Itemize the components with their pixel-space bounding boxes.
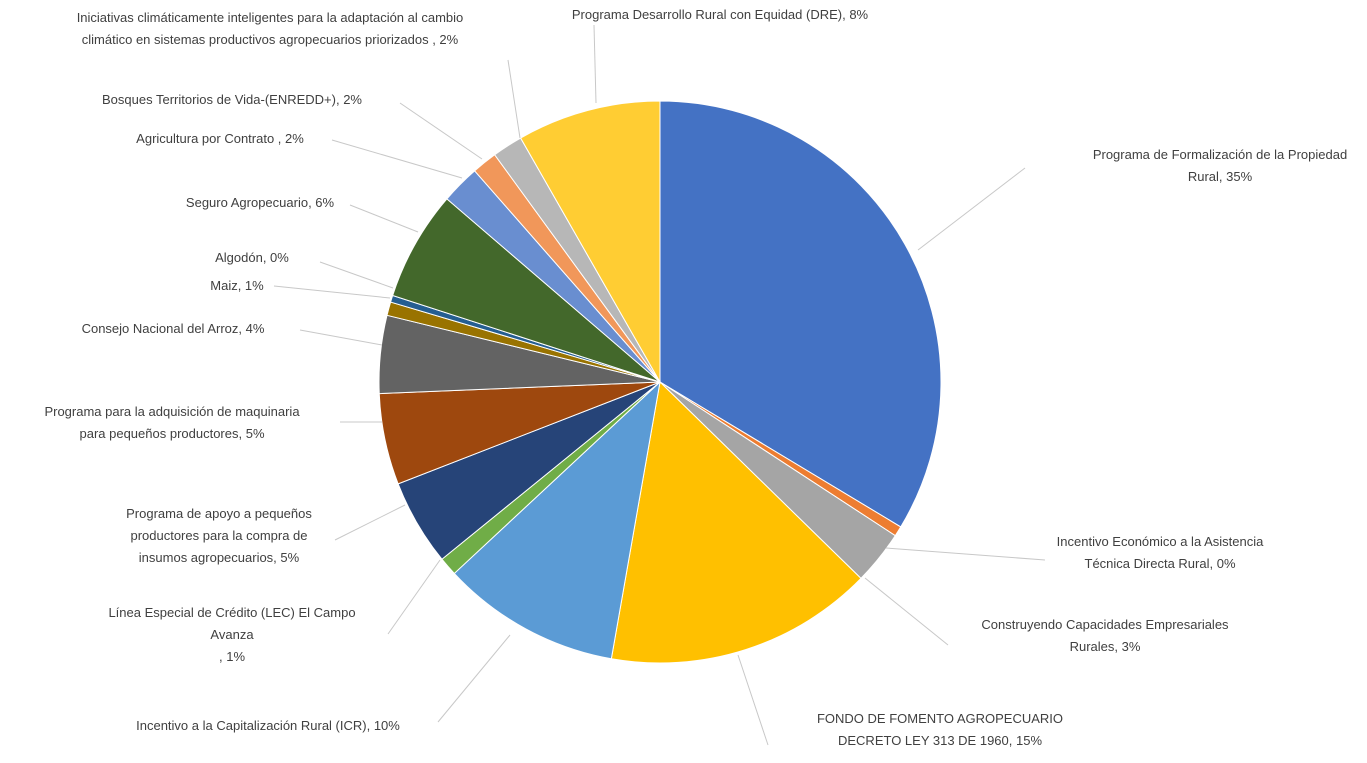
slice-data-label: Seguro Agropecuario, 6% <box>186 195 335 210</box>
slice-label-line: Línea Especial de Crédito (LEC) El Campo <box>108 605 355 620</box>
pie-slices <box>378 100 942 664</box>
slice-data-label: Agricultura por Contrato , 2% <box>136 131 304 146</box>
leader-line <box>387 559 441 635</box>
slice-label-line: Técnica Directa Rural, 0% <box>1085 556 1236 571</box>
slice-label-line: Algodón, 0% <box>215 250 289 265</box>
slice-label-line: Bosques Territorios de Vida-(ENREDD+), 2… <box>102 92 362 107</box>
slice-data-label: Línea Especial de Crédito (LEC) El Campo… <box>108 605 355 664</box>
slice-label-line: Maiz, 1% <box>210 278 264 293</box>
leader-line <box>885 547 1046 561</box>
slice-label-line: Iniciativas climáticamente inteligentes … <box>77 10 464 25</box>
leader-line <box>299 329 383 346</box>
slice-data-label: Programa de Formalización de la Propieda… <box>1093 147 1347 184</box>
slice-label-line: Agricultura por Contrato , 2% <box>136 131 304 146</box>
slice-label-line: , 1% <box>219 649 245 664</box>
pie-slice <box>453 380 661 660</box>
data-labels: Programa de Formalización de la Propieda… <box>44 7 1347 748</box>
slice-label-line: Incentivo a la Capitalización Rural (ICR… <box>136 718 400 733</box>
slice-data-label: Programa Desarrollo Rural con Equidad (D… <box>572 7 869 22</box>
slice-data-label: Incentivo a la Capitalización Rural (ICR… <box>136 718 400 733</box>
slice-label-line: Rural, 35% <box>1188 169 1253 184</box>
slice-data-label: Programa para la adquisición de maquinar… <box>44 404 300 441</box>
leader-line <box>437 634 511 723</box>
slice-data-label: Maiz, 1% <box>210 278 264 293</box>
leader-lines <box>273 24 1046 746</box>
slice-data-label: Algodón, 0% <box>215 250 289 265</box>
pie-slice <box>610 380 862 664</box>
slice-data-label: Consejo Nacional del Arroz, 4% <box>82 321 265 336</box>
slice-label-line: Programa de Formalización de la Propieda… <box>1093 147 1347 162</box>
slice-label-line: Construyendo Capacidades Empresariales <box>981 617 1229 632</box>
slice-label-line: Rurales, 3% <box>1070 639 1141 654</box>
slice-label-line: insumos agropecuarios, 5% <box>139 550 300 565</box>
slice-data-label: FONDO DE FOMENTO AGROPECUARIO DECRETO LEY… <box>817 711 1063 748</box>
slice-data-label: Iniciativas climáticamente inteligentes … <box>77 10 464 47</box>
pie-slice <box>519 100 661 384</box>
slice-label-line: Programa Desarrollo Rural con Equidad (D… <box>572 7 869 22</box>
leader-line <box>273 285 391 299</box>
slice-label-line: para pequeños productores, 5% <box>79 426 264 441</box>
slice-label-line: productores para la compra de <box>130 528 307 543</box>
leader-line <box>593 24 597 104</box>
pie-slice <box>659 100 942 528</box>
slice-label-line: FONDO DE FOMENTO AGROPECUARIO <box>817 711 1063 726</box>
slice-data-label: Programa de apoyo a pequeños productores … <box>126 506 312 565</box>
slice-label-line: Programa de apoyo a pequeños <box>126 506 312 521</box>
slice-label-line: Avanza <box>210 627 254 642</box>
slice-label-line: Consejo Nacional del Arroz, 4% <box>82 321 265 336</box>
leader-line <box>334 504 406 541</box>
leader-line <box>399 102 483 160</box>
leader-line <box>319 261 394 289</box>
slice-label-line: climático en sistemas productivos agrope… <box>82 32 459 47</box>
leader-line <box>737 654 769 746</box>
slice-label-line: Incentivo Económico a la Asistencia <box>1057 534 1264 549</box>
leader-line <box>507 59 521 139</box>
leader-line <box>331 139 463 179</box>
slice-data-label: Incentivo Económico a la Asistencia Técni… <box>1057 534 1264 571</box>
leader-line <box>349 204 419 233</box>
slice-data-label: Construyendo Capacidades Empresariales Ru… <box>981 617 1229 654</box>
slice-data-label: Bosques Territorios de Vida-(ENREDD+), 2… <box>102 92 362 107</box>
leader-line <box>864 577 949 646</box>
slice-label-line: DECRETO LEY 313 DE 1960, 15% <box>838 733 1042 748</box>
slice-label-line: Seguro Agropecuario, 6% <box>186 195 335 210</box>
leader-line <box>917 167 1026 251</box>
slice-label-line: Programa para la adquisición de maquinar… <box>44 404 300 419</box>
